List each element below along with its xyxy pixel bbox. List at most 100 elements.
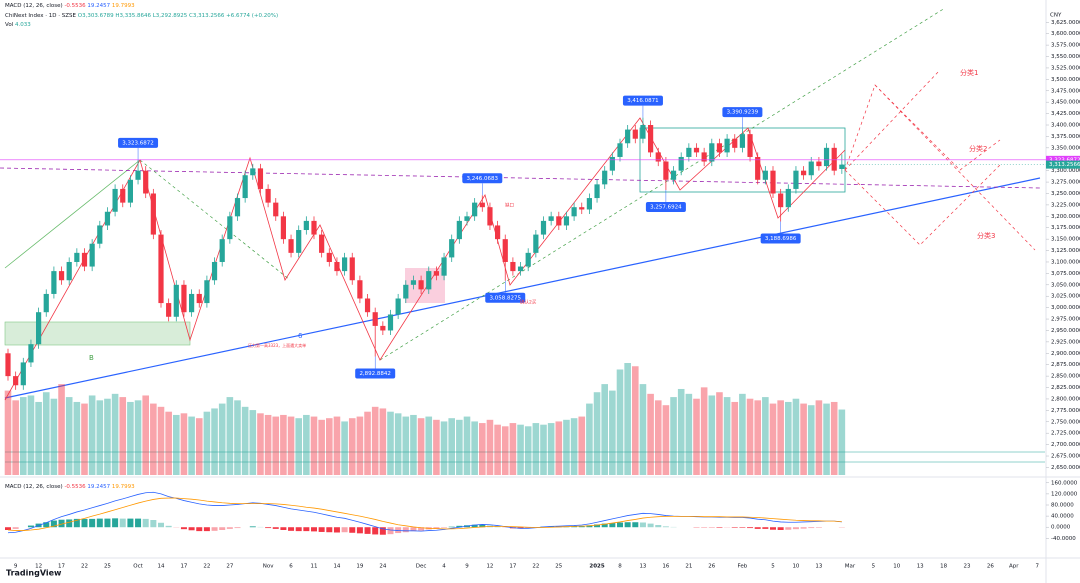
candle-body [143, 170, 149, 194]
histogram-bar [318, 527, 325, 532]
volume-bar [42, 392, 50, 475]
callout-box [760, 233, 801, 244]
volume-bar [96, 400, 104, 475]
volume-bar [739, 393, 746, 475]
candle-body [265, 188, 271, 203]
volume-bar [494, 424, 501, 475]
x-tick-label: 26 [708, 564, 715, 570]
candle-body [181, 284, 187, 313]
symbol-header: ChiNext Index · 1D · SZSE O3,303.6789 H3… [5, 13, 278, 19]
y-tick-label: 3,150.0000 [1051, 237, 1080, 243]
histogram-bar [303, 527, 310, 532]
candle-body [89, 243, 95, 267]
candle-body [563, 216, 570, 226]
volume-bar [58, 384, 65, 475]
candle-body [296, 230, 302, 253]
histogram-bar [219, 527, 226, 530]
y-tick-label: 0.0000 [1051, 525, 1071, 531]
volume-bar [532, 423, 540, 475]
callout-label: 3,058.8275 [490, 295, 522, 301]
histogram-bar [280, 527, 287, 530]
y-tick-label: 80.0000 [1051, 503, 1074, 509]
volume-bar [440, 421, 448, 475]
x-tick-label: 21 [685, 564, 692, 570]
value: 19.2457 [87, 3, 110, 9]
histogram-bar [180, 527, 187, 530]
x-tick-label: 17 [180, 564, 187, 570]
x-tick-label: 22 [81, 564, 88, 570]
volume-bar [134, 400, 142, 475]
volume-bar [517, 424, 524, 475]
histogram-bar [326, 527, 333, 533]
histogram-bar [127, 518, 134, 528]
x-tick-label: 2025 [589, 564, 604, 570]
candle-body [724, 138, 730, 153]
candle-body [135, 170, 141, 180]
y-tick-label: 3,000.0000 [1051, 305, 1080, 311]
volume-bar [807, 405, 815, 475]
candle-body [556, 216, 562, 226]
volume-bar [81, 403, 88, 475]
annotation: 缺口 [505, 202, 514, 209]
candle-body [311, 220, 317, 235]
y-tick-label: 3,425.0000 [1051, 111, 1080, 117]
volume-bar [104, 398, 111, 475]
volume-bar [4, 390, 12, 475]
annotation: 分类1 [960, 68, 978, 77]
candle-body [196, 293, 202, 304]
candle-body [257, 168, 264, 189]
histogram-bar [158, 522, 164, 528]
y-tick-label: 2,675.0000 [1051, 454, 1080, 460]
y-tick-label: 2,925.0000 [1051, 339, 1080, 345]
y-tick-label: 3,625.0000 [1051, 20, 1080, 26]
histogram-bar [517, 527, 524, 529]
value: L3,292.8925 [153, 13, 188, 19]
annotation: 6 [298, 332, 303, 340]
x-tick-label: Mar [845, 564, 856, 570]
value: 4.033 [15, 22, 31, 28]
annotation: 分类2 [969, 144, 987, 153]
axis-price-label: 3,323.6872 [1049, 157, 1080, 163]
candle-body [632, 129, 638, 139]
histogram-bar [349, 527, 356, 533]
y-tick-label: 3,025.0000 [1051, 294, 1080, 300]
candle-body [495, 225, 501, 240]
candle-body [395, 298, 401, 315]
histogram-bar [479, 524, 486, 528]
volume-bar [463, 416, 471, 475]
candle-body [701, 152, 707, 162]
y-tick-label: 3,475.0000 [1051, 88, 1080, 94]
macd-pane-title: MACD (12, 26, close) -0.5536 19.2457 19.… [5, 484, 135, 490]
callout-box [118, 137, 159, 148]
histogram-bar [662, 526, 669, 528]
candle-body [227, 216, 233, 240]
projection [844, 69, 941, 171]
value: -0.5536 [64, 484, 86, 490]
histogram-bar [288, 527, 295, 531]
x-tick-label: 24 [379, 564, 386, 570]
histogram-bar [402, 527, 409, 533]
trend-line [379, 7, 946, 361]
histogram-bar [762, 527, 769, 529]
volume-bar [241, 406, 249, 475]
volume-bar [88, 395, 96, 475]
trend-line [139, 159, 291, 281]
y-tick-label: 2,975.0000 [1051, 317, 1080, 323]
candle-body [97, 225, 103, 244]
y-tick-label: 3,350.0000 [1051, 145, 1080, 151]
histogram-bar [295, 527, 302, 532]
candle-body [456, 220, 462, 240]
candle-body [204, 280, 210, 304]
y-tick-label: 3,050.0000 [1051, 282, 1080, 288]
candle-body [43, 293, 49, 313]
callout-label: 3,416.0871 [627, 98, 659, 104]
callout-box [355, 368, 396, 379]
histogram-bar [571, 526, 578, 528]
volume-bar [257, 413, 264, 475]
callout-box [645, 201, 686, 212]
volume-bar [524, 426, 532, 475]
value: 19.7993 [112, 484, 135, 490]
y-tick-label: 2,900.0000 [1051, 351, 1080, 357]
volume-bar [234, 400, 241, 475]
